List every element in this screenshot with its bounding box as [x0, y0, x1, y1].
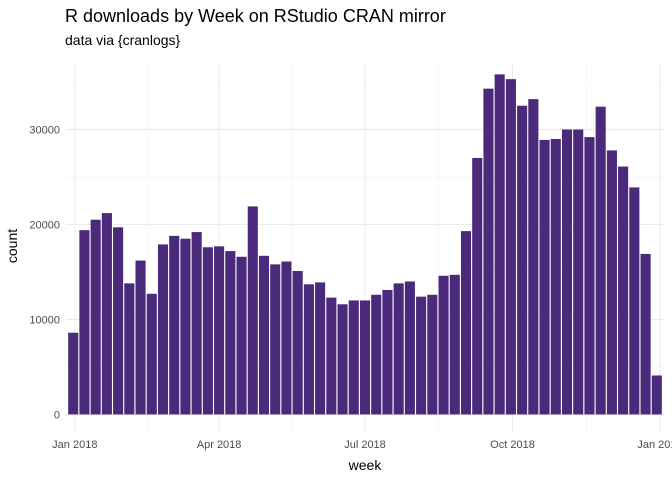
x-tick-label: Jan 2018 — [52, 439, 97, 451]
bar — [438, 275, 449, 415]
bar — [404, 281, 415, 415]
bar — [371, 294, 382, 415]
bar — [225, 251, 236, 415]
bar — [618, 166, 629, 415]
bar — [202, 247, 213, 415]
chart-subtitle: data via {cranlogs} — [65, 32, 181, 48]
bar — [247, 206, 258, 415]
bar — [68, 332, 79, 415]
bar — [315, 282, 326, 415]
bar — [135, 260, 146, 415]
x-tick-label: Jul 2018 — [344, 439, 386, 451]
bars — [68, 74, 662, 415]
bar — [337, 304, 348, 415]
bar — [169, 235, 180, 415]
bar — [79, 230, 90, 415]
bar — [651, 375, 662, 415]
bar — [258, 255, 270, 415]
bar — [393, 283, 404, 415]
tick-labels: 0 10000 20000 30000 Jan 2018 Apr 2018 Jul 2018… — [29, 124, 672, 451]
x-axis-title: week — [348, 457, 383, 473]
bar — [382, 290, 393, 415]
y-tick-label: 20000 — [29, 219, 60, 231]
bar — [303, 284, 314, 415]
bar — [505, 79, 516, 415]
bar — [113, 227, 124, 415]
bar — [101, 213, 112, 415]
bar — [270, 264, 281, 415]
bar — [90, 219, 101, 415]
bar — [561, 129, 573, 415]
y-axis-title: count — [4, 229, 20, 263]
bar — [427, 294, 438, 415]
bar — [348, 300, 359, 415]
bar — [629, 187, 640, 415]
bar — [494, 74, 505, 415]
bar — [584, 137, 595, 415]
bar — [281, 261, 292, 415]
bar — [359, 300, 371, 415]
chart-title: R downloads by Week on RStudio CRAN mirr… — [65, 6, 446, 26]
bar — [146, 293, 157, 415]
bar — [640, 253, 651, 415]
bar — [573, 129, 584, 415]
bar — [157, 244, 169, 415]
x-tick-label: Jan 2019 — [637, 439, 672, 451]
bar — [449, 274, 460, 415]
bar — [214, 246, 225, 415]
bar — [595, 106, 606, 415]
bar — [236, 256, 247, 415]
bar — [539, 139, 550, 415]
bar — [460, 231, 472, 415]
bar — [517, 105, 528, 415]
bar — [528, 99, 539, 415]
x-tick-label: Oct 2018 — [490, 439, 535, 451]
bar — [124, 283, 135, 415]
y-tick-label: 0 — [54, 409, 60, 421]
y-tick-label: 10000 — [29, 314, 60, 326]
bar — [191, 232, 202, 415]
bar — [326, 297, 337, 415]
bar — [292, 271, 303, 415]
bar — [606, 150, 617, 415]
bar — [472, 157, 483, 415]
bar — [416, 296, 427, 415]
bar — [483, 88, 494, 415]
bar — [180, 238, 191, 415]
y-tick-label: 30000 — [29, 124, 60, 136]
bar — [550, 138, 561, 415]
x-tick-label: Apr 2018 — [197, 439, 242, 451]
